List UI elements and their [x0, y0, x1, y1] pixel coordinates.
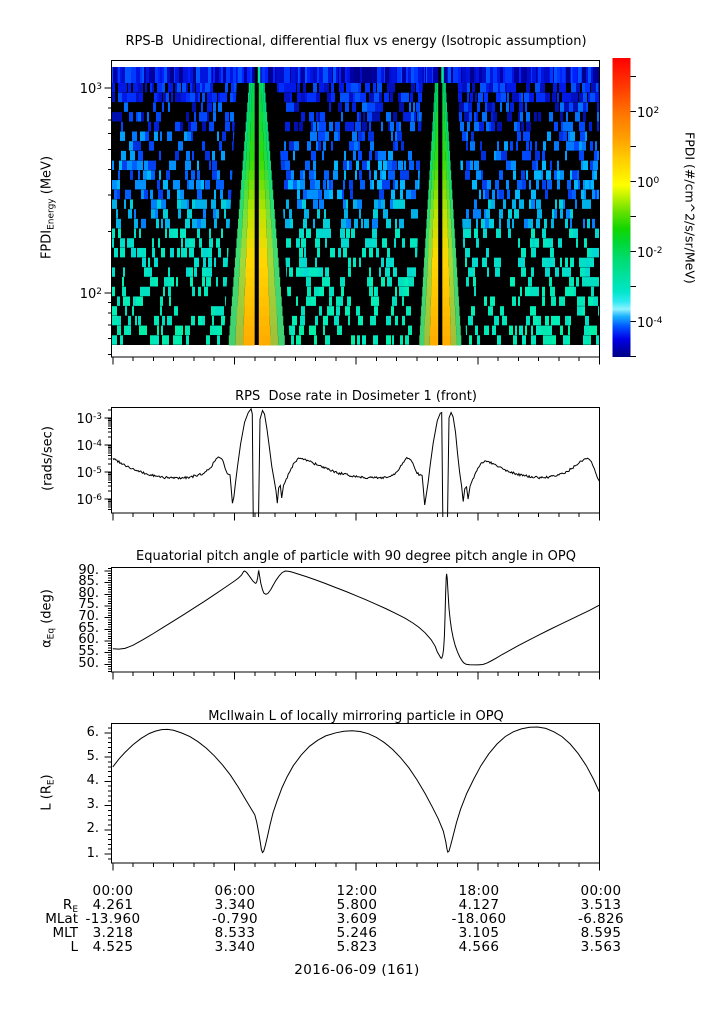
y-tick-label: 3.	[86, 797, 99, 813]
y-tick-label: 2.	[86, 821, 99, 837]
dose-rate-title: RPS Dose rate in Dosimeter 1 (front)	[235, 389, 477, 404]
spectrogram-image	[112, 67, 599, 346]
y-tick-label: 60.	[78, 632, 99, 648]
panel-frame	[111, 60, 600, 358]
l-value: 3.340	[214, 939, 256, 955]
mlt-value: 8.595	[580, 925, 622, 941]
re-value: 5.800	[336, 897, 378, 913]
re-values-row: 4.261 3.340 5.800 4.127 3.513	[52, 897, 662, 913]
data-curve	[112, 569, 599, 666]
re-value: 3.340	[214, 897, 256, 913]
mlat-value: -18.060	[451, 911, 507, 927]
panel-frame	[111, 407, 600, 514]
panel-frame	[111, 723, 600, 864]
mlt-value: 5.246	[336, 925, 378, 941]
mlt-value: 8.533	[214, 925, 256, 941]
colorbar-unit-label: FPDI (#/cm^2/s/sr/MeV)	[682, 131, 698, 284]
colorbar-tick-label: 100	[637, 175, 660, 191]
y-tick-label: 75.	[78, 597, 99, 613]
y-tick-label: 1.	[86, 845, 99, 861]
time-tick-label: 12:00	[336, 883, 378, 899]
y-tick-label: 85.	[78, 574, 99, 590]
time-axis-labels: 00:00 06:00 12:00 18:00 00:00	[52, 883, 662, 899]
mlat-value: -13.960	[85, 911, 141, 927]
mlat-value: -6.826	[578, 911, 624, 927]
y-tick-label: 4.	[86, 772, 99, 788]
l-values-row: 4.525 3.340 5.823 4.566 3.563	[52, 939, 662, 955]
y-tick-label: 10-3	[76, 412, 102, 427]
time-tick-label: 00:00	[580, 883, 622, 899]
row-label-mlat: MLat	[45, 911, 78, 927]
colorbar	[612, 58, 631, 357]
time-tick-label: 06:00	[214, 883, 256, 899]
y-tick-label: 10-5	[76, 466, 102, 481]
y-tick-label: 103	[79, 82, 102, 97]
colorbar-tick-label: 10-4	[637, 315, 663, 331]
colorbar-tick-label: 10-2	[637, 245, 663, 261]
y-tick-label: 50.	[78, 655, 99, 671]
re-value: 3.513	[580, 897, 622, 913]
time-tick-label: 00:00	[92, 883, 134, 899]
row-label-mlt: MLT	[52, 925, 78, 941]
mlat-value: -0.790	[212, 911, 258, 927]
panel-frame	[111, 567, 600, 673]
y-tick-label: 102	[79, 287, 102, 302]
y-tick-label: 90.	[78, 562, 99, 578]
y-tick-label: 55.	[78, 644, 99, 660]
date-label: 2016-06-09 (161)	[294, 962, 420, 978]
row-label-re: RE	[62, 897, 78, 915]
time-tick-label: 18:00	[458, 883, 500, 899]
y-tick-label: 10-4	[76, 439, 102, 454]
y-tick-label: 10-6	[76, 493, 102, 508]
y-tick-label: 70.	[78, 609, 99, 625]
l-value: 4.525	[92, 939, 134, 955]
l-value: 5.823	[336, 939, 378, 955]
data-curve	[112, 726, 599, 854]
y-tick-label: 80.	[78, 585, 99, 601]
data-curve	[112, 408, 599, 517]
mlt-value: 3.105	[458, 925, 500, 941]
y-tick-label: 5.	[86, 748, 99, 764]
mlat-values-row: -13.960 -0.790 3.609 -18.060 -6.826	[52, 911, 662, 927]
y-tick-label: 6.	[86, 724, 99, 740]
l-value: 4.566	[458, 939, 500, 955]
spectrogram-title: RPS-B Unidirectional, differential flux …	[125, 34, 587, 49]
mlat-value: 3.609	[336, 911, 378, 927]
re-value: 4.261	[92, 897, 134, 913]
colorbar-tick-label: 102	[637, 105, 660, 121]
re-value: 4.127	[458, 897, 500, 913]
mcilwain-l-title: McIlwain L of locally mirroring particle…	[208, 709, 504, 724]
l-value: 3.563	[580, 939, 622, 955]
mlt-value: 3.218	[92, 925, 134, 941]
mlt-values-row: 3.218 8.533 5.246 3.105 8.595	[52, 925, 662, 941]
row-label-l: L	[70, 939, 78, 955]
pitch-angle-title: Equatorial pitch angle of particle with …	[136, 549, 576, 564]
y-tick-label: 65.	[78, 620, 99, 636]
